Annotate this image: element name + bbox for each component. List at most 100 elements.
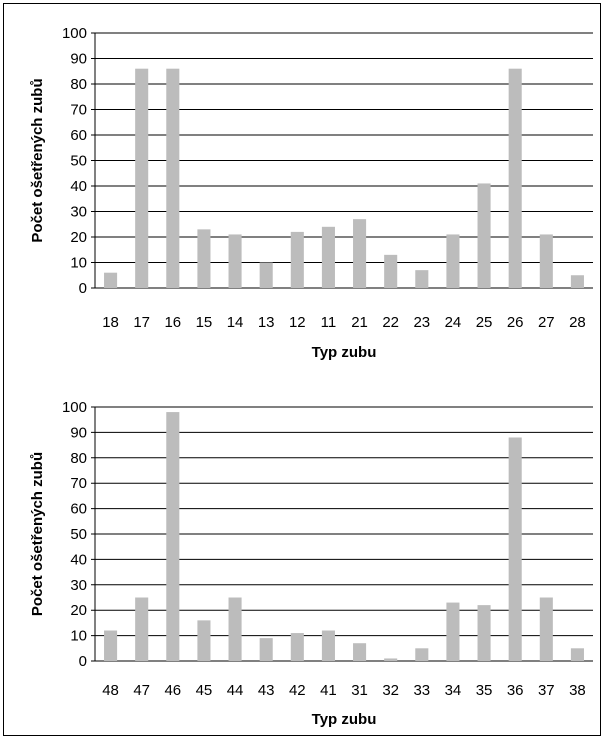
upper-bar-12 <box>290 231 304 288</box>
upper-x-tick-label: 15 <box>196 314 213 331</box>
upper-x-tick-labels: 18 17 16 15 14 13 12 11 21 22 23 24 25 26 27 28 <box>102 314 586 331</box>
upper-x-tick-label: 17 <box>133 314 150 331</box>
lower-x-tick-label: 31 <box>351 682 368 699</box>
upper-bar-11 <box>321 226 335 288</box>
lower-bar-35 <box>477 605 491 661</box>
upper-bar-16 <box>166 68 180 288</box>
upper-x-axis-title: Typ zubu <box>312 344 377 361</box>
lower-x-tick-label: 42 <box>289 682 306 699</box>
lower-bar-31 <box>353 643 367 661</box>
lower-bar-44 <box>228 597 242 661</box>
upper-y-tick-label: 60 <box>70 127 87 144</box>
lower-bar-38 <box>570 648 584 661</box>
chart-upper-jaw: 0 10 20 30 40 50 60 70 80 90 100 18 17 16 15 14 13 12 11 2… <box>29 25 593 361</box>
upper-bars <box>104 68 584 288</box>
lower-bar-34 <box>446 602 460 661</box>
upper-y-tick-label: 10 <box>70 255 87 272</box>
upper-x-tick-label: 25 <box>476 314 493 331</box>
lower-bar-45 <box>197 620 211 661</box>
upper-y-tick-labels: 0 10 20 30 40 50 60 70 80 90 100 <box>62 25 87 297</box>
upper-y-tick-label: 30 <box>70 204 87 221</box>
upper-y-tick-label: 50 <box>70 153 87 170</box>
upper-x-tick-label: 27 <box>538 314 555 331</box>
upper-x-tick-label: 16 <box>164 314 181 331</box>
lower-y-tick-label: 30 <box>70 577 87 594</box>
lower-x-tick-label: 45 <box>196 682 213 699</box>
lower-x-tick-labels: 48 47 46 45 44 43 42 41 31 32 33 34 35 36 37 38 <box>102 682 586 699</box>
lower-y-tick-label: 50 <box>70 526 87 543</box>
lower-x-tick-label: 32 <box>382 682 399 699</box>
lower-x-axis-title: Typ zubu <box>312 711 377 728</box>
lower-x-tick-label: 44 <box>227 682 244 699</box>
upper-y-tick-label: 20 <box>70 229 87 246</box>
upper-x-tick-label: 13 <box>258 314 275 331</box>
lower-x-tick-label: 34 <box>445 682 462 699</box>
lower-y-tick-label: 0 <box>79 653 87 670</box>
upper-bar-26 <box>508 68 522 288</box>
upper-bar-21 <box>353 219 367 288</box>
upper-x-tick-label: 18 <box>102 314 119 331</box>
lower-x-tick-label: 38 <box>569 682 586 699</box>
lower-y-tick-label: 90 <box>70 424 87 441</box>
upper-x-tick-label: 11 <box>321 314 337 331</box>
lower-bar-41 <box>321 630 335 661</box>
upper-bar-27 <box>539 234 553 288</box>
lower-x-tick-label: 33 <box>413 682 430 699</box>
lower-bar-42 <box>290 633 304 661</box>
lower-x-tick-label: 46 <box>164 682 181 699</box>
upper-bar-14 <box>228 234 242 288</box>
upper-y-tick-label: 0 <box>79 280 87 297</box>
upper-y-tick-label: 100 <box>62 25 87 42</box>
upper-y-tick-label: 40 <box>70 178 87 195</box>
upper-bar-24 <box>446 234 460 288</box>
lower-bar-33 <box>415 648 429 661</box>
lower-x-tick-label: 48 <box>102 682 119 699</box>
lower-bar-47 <box>135 597 149 661</box>
upper-bar-17 <box>135 68 149 288</box>
figure-frame <box>3 3 601 736</box>
lower-bars <box>104 412 584 661</box>
upper-y-tick-label: 70 <box>70 102 87 119</box>
upper-bar-22 <box>384 254 398 288</box>
lower-x-tick-label: 47 <box>133 682 150 699</box>
lower-x-tick-label: 41 <box>320 682 337 699</box>
lower-x-tick-label: 35 <box>476 682 493 699</box>
upper-x-tick-label: 21 <box>351 314 368 331</box>
lower-y-tick-label: 70 <box>70 475 87 492</box>
lower-y-axis-title: Počet ošetřených zubů <box>29 452 46 616</box>
lower-x-tick-label: 36 <box>507 682 524 699</box>
lower-y-tick-label: 60 <box>70 501 87 518</box>
lower-y-tick-label: 10 <box>70 628 87 645</box>
upper-x-tick-label: 12 <box>289 314 306 331</box>
upper-bar-25 <box>477 183 491 288</box>
lower-bar-37 <box>539 597 553 661</box>
upper-x-tick-label: 23 <box>413 314 430 331</box>
chart-lower-jaw: 0 10 20 30 40 50 60 70 80 90 100 48 47 46 45 44 43 42 41 3… <box>29 399 593 728</box>
lower-bar-32 <box>384 658 398 661</box>
upper-bar-13 <box>259 262 273 288</box>
upper-x-tick-label: 26 <box>507 314 524 331</box>
lower-x-tick-label: 43 <box>258 682 275 699</box>
lower-y-tick-labels: 0 10 20 30 40 50 60 70 80 90 100 <box>62 399 87 670</box>
upper-x-tick-label: 24 <box>445 314 462 331</box>
upper-bar-28 <box>570 275 584 288</box>
lower-y-tick-label: 20 <box>70 602 87 619</box>
lower-x-tick-label: 37 <box>538 682 555 699</box>
upper-y-axis-title: Počet ošetřených zubů <box>29 78 46 242</box>
lower-y-tick-label: 80 <box>70 450 87 467</box>
lower-bar-48 <box>104 630 118 661</box>
upper-bar-23 <box>415 270 429 288</box>
upper-x-tick-label: 14 <box>227 314 244 331</box>
upper-bar-15 <box>197 229 211 288</box>
upper-y-tick-label: 90 <box>70 51 87 68</box>
lower-bar-43 <box>259 638 273 661</box>
lower-y-tick-label: 40 <box>70 551 87 568</box>
lower-y-tick-label: 100 <box>62 399 87 416</box>
upper-bar-18 <box>104 272 118 288</box>
lower-bar-46 <box>166 412 180 661</box>
upper-x-tick-label: 28 <box>569 314 586 331</box>
upper-x-tick-label: 22 <box>382 314 399 331</box>
upper-y-tick-label: 80 <box>70 76 87 93</box>
lower-bar-36 <box>508 437 522 661</box>
